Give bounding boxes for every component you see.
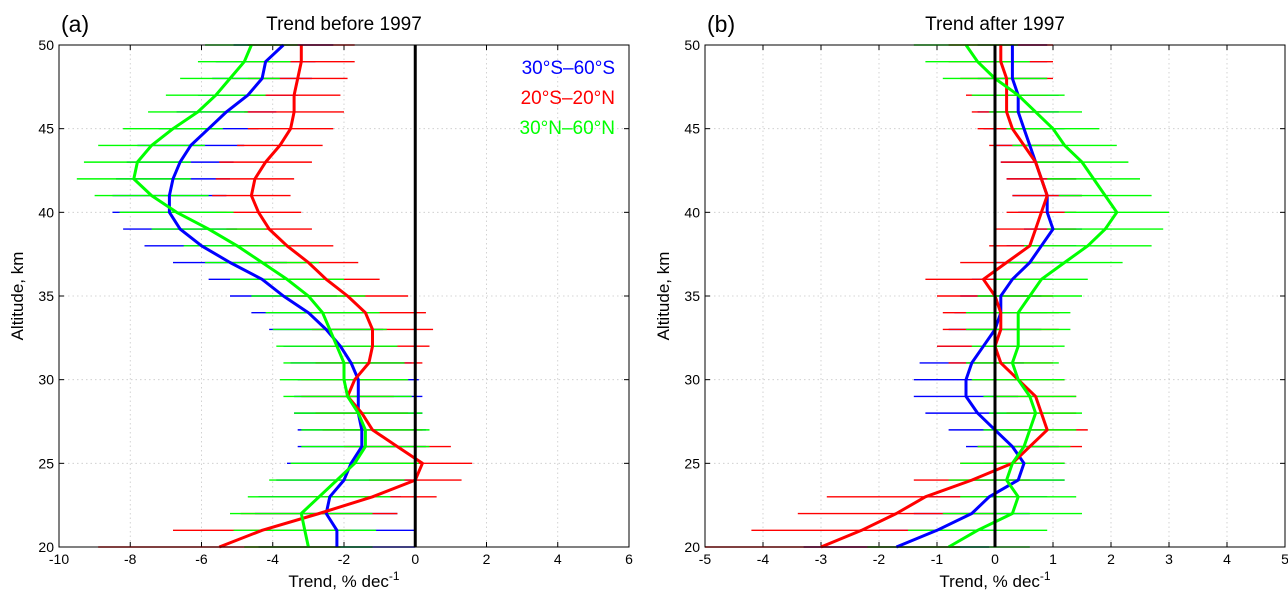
- panel-b-x-axis-label-text: Trend, % dec: [939, 572, 1040, 591]
- panel-b-x-tick-label: -5: [699, 551, 712, 567]
- panel-b-x-tick-label: 0: [991, 551, 999, 567]
- panel-a-legend-entry-north: 30°N–60°N: [520, 118, 615, 139]
- panel-a-y-tick-label: 20: [38, 539, 54, 555]
- panel-a-x-tick-label: -2: [338, 551, 351, 567]
- panel-b-title: Trend after 1997: [925, 14, 1065, 35]
- panel-b-x-tick-label: -1: [931, 551, 944, 567]
- panel-a-y-tick-label: 35: [38, 288, 54, 304]
- panel-a-x-tick-label: 0: [411, 551, 419, 567]
- panel-b-x-tick-label: 2: [1107, 551, 1115, 567]
- panel-b-y-tick-label: 40: [684, 204, 700, 220]
- panel-a-series-line-tropics: [218, 45, 424, 549]
- panel-a-title: Trend before 1997: [266, 14, 422, 35]
- panel-a-x-tick-label: -10: [49, 551, 69, 567]
- panel-a-legend-entry-south: 30°S–60°S: [522, 58, 615, 79]
- panel-b-y-tick-label: 35: [684, 288, 700, 304]
- panel-a-x-tick-label: -8: [124, 551, 137, 567]
- panel-a-x-axis-label-superscript: -1: [389, 569, 400, 583]
- panel-a-x-tick-label: 4: [554, 551, 562, 567]
- panel-b-y-tick-label: 50: [684, 37, 700, 53]
- panel-a-series-line-south: [167, 43, 364, 547]
- panel-b-x-tick-label: 5: [1281, 551, 1288, 567]
- panel-a-chart: -10 -8 -6 -4 -2 0 2 4 6 20 25 30 35 40 45 50 Trend befor…: [8, 11, 633, 591]
- panel-a-x-tick-label: 6: [625, 551, 633, 567]
- panel-b-x-axis-label: Trend, % dec-1: [939, 569, 1050, 591]
- panel-b-axes-frame: [704, 44, 1286, 548]
- panel-b-y-tick-label: 25: [684, 455, 700, 471]
- panel-b-x-tick-label: 4: [1223, 551, 1231, 567]
- panel-b-series-line-south: [895, 45, 1055, 549]
- panel-b-x-tick-label: 1: [1049, 551, 1057, 567]
- panel-a-y-tick-label: 30: [38, 372, 54, 388]
- panel-b-y-tick-label: 20: [684, 539, 700, 555]
- panel-b-x-tick-label: -3: [815, 551, 828, 567]
- panel-a-y-tick-label: 40: [38, 204, 54, 220]
- panel-a-x-tick-label: -4: [267, 551, 280, 567]
- panel-a-x-tick-label: -6: [195, 551, 208, 567]
- panel-a-series-line-north: [132, 44, 367, 548]
- panel-a-axes-frame: [58, 44, 630, 548]
- panel-a-x-tick-label: 2: [483, 551, 491, 567]
- panel-a-y-tick-label: 50: [38, 37, 54, 53]
- panel-b-y-axis-label: Altitude, km: [654, 252, 673, 341]
- panel-a-x-axis-label: Trend, % dec-1: [288, 569, 399, 591]
- panel-b-x-axis-label-superscript: -1: [1040, 569, 1051, 583]
- panel-a-y-axis-label: Altitude, km: [8, 252, 27, 341]
- panel-b-y-tick-label: 30: [684, 372, 700, 388]
- panel-a-legend-entry-tropics: 20°S–20°N: [521, 88, 615, 109]
- panel-b-x-tick-label: -2: [873, 551, 886, 567]
- panel-a-y-tick-label: 25: [38, 455, 54, 471]
- panel-b-x-tick-label: 3: [1165, 551, 1173, 567]
- panel-a-y-tick-label: 45: [38, 121, 54, 137]
- panel-b-y-tick-label: 45: [684, 121, 700, 137]
- panel-b-x-tick-label: -4: [757, 551, 770, 567]
- panel-b-series-line-north: [947, 44, 1119, 549]
- panel-b-letter: (b): [707, 11, 735, 37]
- panel-a-letter: (a): [61, 11, 89, 37]
- panel-a-x-axis-label-text: Trend, % dec: [288, 572, 389, 591]
